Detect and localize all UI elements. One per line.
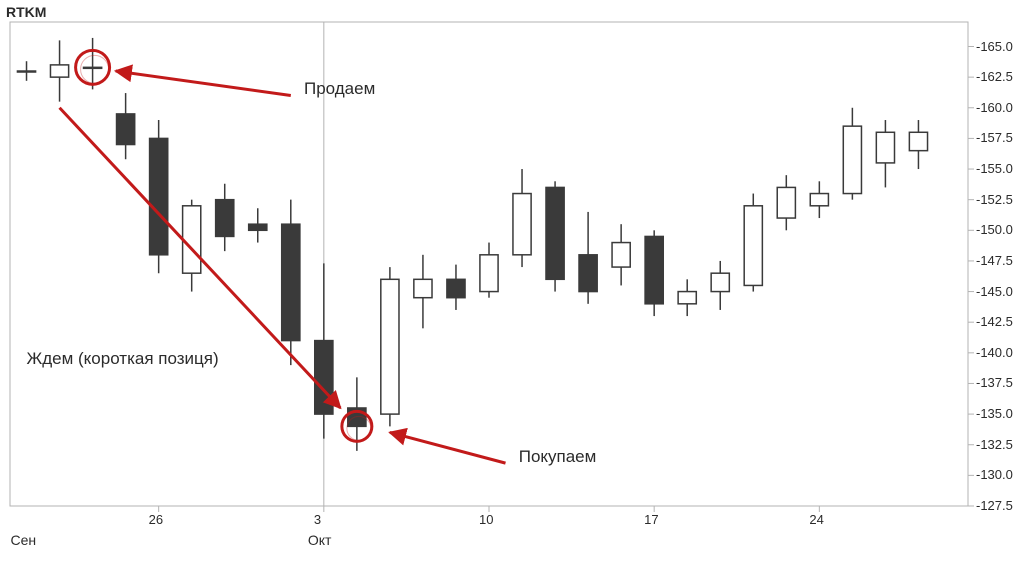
y-tick-label: -142.5 bbox=[976, 314, 1013, 329]
y-tick-label: -137.5 bbox=[976, 375, 1013, 390]
y-tick-label: -140.0 bbox=[976, 345, 1013, 360]
y-tick-label: -160.0 bbox=[976, 100, 1013, 115]
annotation-buy: Покупаем bbox=[519, 447, 597, 467]
x-month-label: Окт bbox=[308, 532, 332, 548]
x-tick-label: 17 bbox=[644, 512, 658, 527]
y-tick-label: -165.0 bbox=[976, 39, 1013, 54]
ticker-label: RTKM bbox=[6, 4, 46, 20]
x-tick-label: 26 bbox=[149, 512, 163, 527]
x-tick-label: 3 bbox=[314, 512, 321, 527]
y-tick-label: -155.0 bbox=[976, 161, 1013, 176]
candlestick-chart bbox=[0, 0, 1024, 564]
y-tick-label: -157.5 bbox=[976, 130, 1013, 145]
x-month-label: Сен bbox=[11, 532, 37, 548]
y-tick-label: -132.5 bbox=[976, 437, 1013, 452]
x-tick-label: 10 bbox=[479, 512, 493, 527]
y-tick-label: -130.0 bbox=[976, 467, 1013, 482]
annotation-wait: Ждем (короткая позиця) bbox=[27, 349, 219, 369]
y-tick-label: -152.5 bbox=[976, 192, 1013, 207]
y-tick-label: -147.5 bbox=[976, 253, 1013, 268]
x-tick-label: 24 bbox=[809, 512, 823, 527]
y-tick-label: -135.0 bbox=[976, 406, 1013, 421]
annotation-sell: Продаем bbox=[304, 79, 375, 99]
y-tick-label: -127.5 bbox=[976, 498, 1013, 513]
y-tick-label: -145.0 bbox=[976, 284, 1013, 299]
y-tick-label: -150.0 bbox=[976, 222, 1013, 237]
y-tick-label: -162.5 bbox=[976, 69, 1013, 84]
